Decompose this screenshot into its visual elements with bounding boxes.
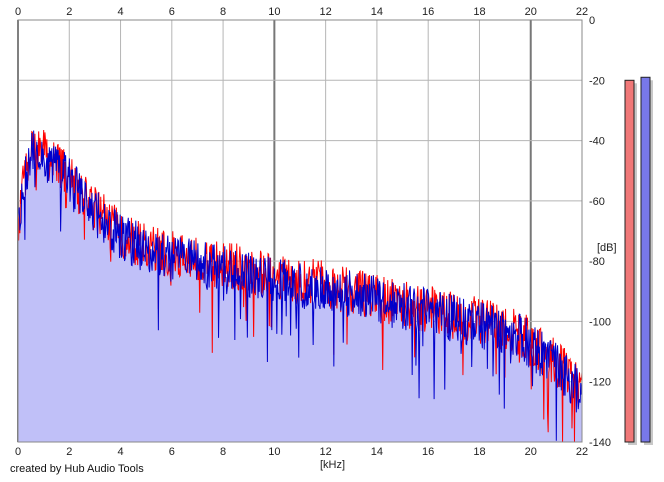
x-tick-top-4: 4 xyxy=(117,6,123,18)
x-tick-bottom-8: 8 xyxy=(220,446,226,458)
x-tick-bottom-16: 16 xyxy=(422,446,434,458)
x-tick-top-2: 2 xyxy=(66,6,72,18)
series-line-1 xyxy=(17,130,583,441)
credit-text: created by Hub Audio Tools xyxy=(10,463,144,475)
x-tick-bottom-14: 14 xyxy=(371,446,383,458)
y-tick--80: -80 xyxy=(589,256,605,268)
y-ticks: 0 -20 -40 -60 -80 -100 -120 -140 xyxy=(589,15,611,449)
x-tick-bottom-4: 4 xyxy=(117,446,123,458)
x-tick-bottom-18: 18 xyxy=(473,446,485,458)
y-tick--20: -20 xyxy=(589,75,605,87)
y-axis-label: [dB] xyxy=(597,242,617,254)
x-tick-bottom-6: 6 xyxy=(169,446,175,458)
x-tick-bottom-12: 12 xyxy=(320,446,332,458)
x-tick-bottom-20: 20 xyxy=(525,446,537,458)
x-tick-top-18: 18 xyxy=(473,6,485,18)
x-tick-bottom-22: 22 xyxy=(576,446,588,458)
y-tick--40: -40 xyxy=(589,136,605,148)
y-tick--60: -60 xyxy=(589,196,605,208)
x-ticks-bottom: 0 2 4 6 8 10 12 14 16 18 20 22 xyxy=(15,446,588,458)
x-tick-bottom-2: 2 xyxy=(66,446,72,458)
x-tick-top-10: 10 xyxy=(268,6,280,18)
x-tick-bottom-0: 0 xyxy=(15,446,21,458)
plot-frame xyxy=(17,19,583,443)
x-tick-top-16: 16 xyxy=(422,6,434,18)
level-meter-0 xyxy=(624,79,635,443)
x-tick-top-22: 22 xyxy=(576,6,588,18)
x-tick-top-6: 6 xyxy=(169,6,175,18)
x-tick-bottom-10: 10 xyxy=(268,446,280,458)
level-meter-1 xyxy=(640,76,651,443)
level-meters xyxy=(624,76,653,446)
x-tick-top-8: 8 xyxy=(220,6,226,18)
series-group xyxy=(17,129,583,443)
x-ticks-top: 0 2 4 6 8 10 12 14 16 18 20 22 xyxy=(15,6,588,18)
x-axis-label: [kHz] xyxy=(320,459,346,471)
y-tick--100: -100 xyxy=(589,316,611,328)
y-tick--140: -140 xyxy=(589,437,611,449)
x-tick-top-14: 14 xyxy=(371,6,383,18)
x-tick-top-12: 12 xyxy=(320,6,332,18)
y-tick-0: 0 xyxy=(589,15,595,27)
x-tick-top-0: 0 xyxy=(15,6,21,18)
x-tick-top-20: 20 xyxy=(525,6,537,18)
y-tick--120: -120 xyxy=(589,377,611,389)
